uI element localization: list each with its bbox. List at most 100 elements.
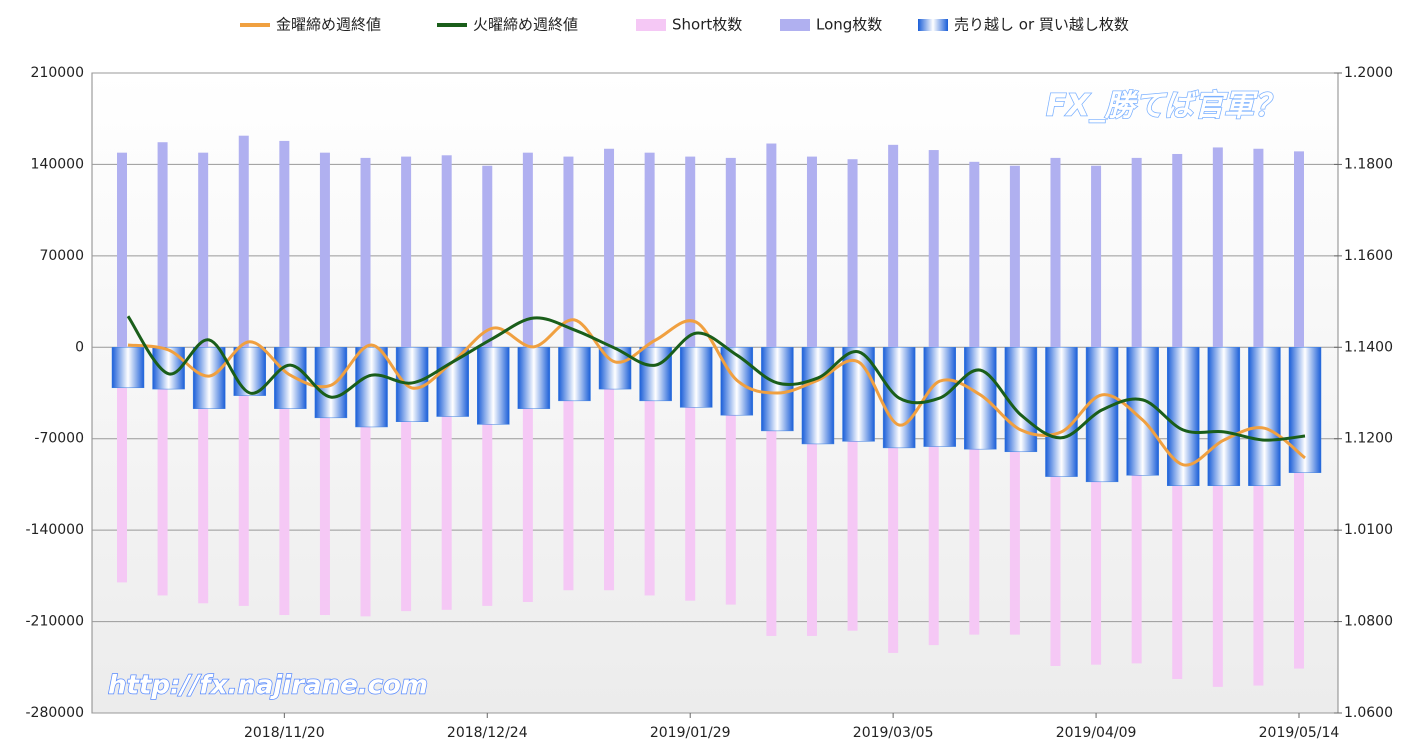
x-tick-label: 2019/01/29: [650, 725, 731, 740]
legend-swatch: [918, 19, 948, 31]
y2-tick-label: 1.1200: [1344, 431, 1393, 447]
net-bar: [395, 347, 429, 422]
bar: [238, 135, 249, 348]
bar: [198, 347, 209, 604]
bar: [1131, 347, 1142, 664]
bar: [604, 148, 615, 348]
bar: [644, 347, 655, 596]
net-bar: [192, 347, 226, 409]
bar: [198, 152, 209, 348]
bar: [725, 347, 736, 605]
bar: [1172, 153, 1183, 348]
bar: [685, 156, 696, 348]
bar: [847, 159, 858, 348]
net-bar: [355, 347, 388, 428]
bar: [1009, 347, 1020, 635]
bar: [319, 152, 330, 348]
bar: [360, 157, 371, 348]
bar: [563, 156, 574, 348]
x-tick-label: 2019/05/14: [1259, 725, 1340, 740]
x-tick-label: 2018/12/24: [447, 725, 528, 740]
net-bar: [1288, 347, 1322, 473]
bar: [401, 347, 412, 612]
legend-label: 金曜締め週終値: [276, 16, 381, 34]
net-bar: [517, 347, 551, 409]
net-bar: [761, 347, 794, 432]
y2-tick-label: 1.0800: [1344, 614, 1393, 630]
bar: [157, 347, 168, 596]
bar: [117, 152, 127, 348]
net-bar: [1085, 347, 1119, 483]
bar: [319, 347, 330, 616]
bar: [928, 347, 939, 646]
legend-label: 火曜締め週終値: [473, 16, 578, 34]
line: [127, 318, 1306, 467]
bar: [888, 347, 899, 653]
net-bar: [1248, 347, 1281, 486]
bar: [928, 150, 939, 348]
y-tick-label: 70000: [39, 248, 84, 264]
bar: [157, 142, 168, 348]
bar: [1172, 347, 1183, 680]
bar: [238, 347, 249, 606]
y-tick-label: 140000: [31, 156, 84, 172]
y-tick-label: 210000: [31, 65, 84, 81]
bar: [766, 143, 777, 348]
bar: [685, 347, 696, 601]
net-bar: [639, 347, 672, 402]
bar: [847, 347, 858, 631]
bar: [969, 161, 980, 348]
net-bar: [964, 347, 997, 450]
net-bar: [558, 347, 591, 402]
x-tick-label: 2018/11/20: [244, 725, 325, 740]
legend-label: Short枚数: [672, 16, 742, 34]
watermark: http://fx.najirane.com: [108, 671, 428, 701]
y-tick-label: -140000: [26, 522, 85, 538]
legend-label: 売り越し or 買い越し枚数: [954, 16, 1129, 34]
bar: [279, 347, 290, 616]
bar: [1294, 151, 1304, 348]
bar: [1131, 157, 1142, 348]
x-tick-label: 2019/04/09: [1056, 725, 1137, 740]
bar: [441, 155, 452, 348]
y2-tick-label: 1.1600: [1344, 248, 1393, 264]
bar: [644, 152, 655, 348]
net-bar: [1207, 347, 1241, 486]
bar: [1050, 157, 1061, 348]
net-bar: [477, 347, 510, 425]
bar: [604, 347, 615, 591]
bar: [1294, 347, 1304, 669]
line: [126, 315, 1306, 442]
bar: [1009, 165, 1020, 348]
bar: [482, 347, 493, 606]
net-bar: [314, 347, 348, 419]
bar: [522, 347, 533, 602]
y-tick-label: -280000: [26, 705, 85, 721]
net-bar: [679, 347, 713, 408]
net-bar: [1004, 347, 1038, 453]
y2-tick-label: 1.2000: [1344, 65, 1393, 81]
y-tick-label: 0: [75, 339, 84, 355]
y-tick-label: -70000: [34, 431, 84, 447]
legend: 金曜締め週終値 火曜締め週終値 Short枚数 Long枚数 売り越し or 買い越し枚…: [240, 16, 1129, 34]
y2-tick-label: 1.0100: [1344, 522, 1393, 538]
bar: [1212, 347, 1223, 687]
bar: [522, 152, 533, 348]
bar: [1253, 347, 1264, 686]
bar: [806, 347, 817, 636]
watermark: FX_勝てば官軍？: [1046, 89, 1284, 124]
x-tick-label: 2019/03/05: [853, 725, 934, 740]
net-bar: [801, 347, 835, 445]
legend-swatch: [780, 19, 810, 31]
bar: [279, 140, 290, 348]
bar: [441, 347, 452, 610]
y2-tick-label: 1.1400: [1344, 339, 1393, 355]
y-tick-label: -210000: [26, 614, 85, 630]
bar: [725, 157, 736, 348]
net-bar: [233, 347, 267, 396]
bar: [766, 347, 777, 636]
bar: [360, 347, 371, 617]
bar: [117, 347, 127, 583]
y2-tick-label: 1.1800: [1344, 156, 1393, 172]
